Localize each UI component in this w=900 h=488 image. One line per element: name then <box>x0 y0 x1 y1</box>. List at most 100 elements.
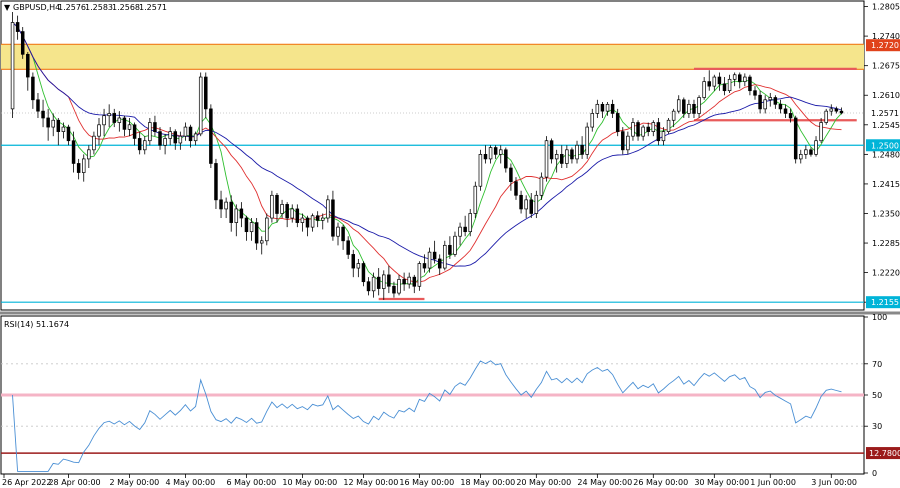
candle[interactable] <box>554 149 559 173</box>
candle[interactable] <box>819 117 823 143</box>
candle[interactable] <box>661 127 666 146</box>
candle[interactable] <box>727 74 732 93</box>
candle[interactable] <box>97 117 101 146</box>
candle[interactable] <box>61 122 66 139</box>
candle[interactable] <box>646 122 650 137</box>
candle[interactable] <box>524 195 528 219</box>
candle[interactable] <box>249 218 254 241</box>
candle[interactable] <box>26 52 30 91</box>
candle[interactable] <box>366 277 371 296</box>
candle[interactable] <box>743 73 747 87</box>
candle[interactable] <box>10 12 15 118</box>
candle[interactable] <box>15 15 20 40</box>
candle[interactable] <box>636 120 640 141</box>
candle[interactable] <box>799 149 803 164</box>
candle[interactable] <box>773 95 778 109</box>
candle[interactable] <box>81 154 86 182</box>
candle[interactable] <box>804 145 808 159</box>
candle[interactable] <box>722 77 727 96</box>
candle[interactable] <box>473 181 478 219</box>
candle[interactable] <box>483 145 488 164</box>
candle[interactable] <box>102 108 106 137</box>
candle[interactable] <box>387 265 391 294</box>
candle[interactable] <box>453 231 457 257</box>
candle[interactable] <box>122 115 127 137</box>
candle[interactable] <box>71 131 76 173</box>
candle[interactable] <box>392 281 396 298</box>
candle[interactable] <box>626 131 630 155</box>
candle[interactable] <box>671 108 676 128</box>
candle[interactable] <box>66 124 71 146</box>
candle[interactable] <box>732 72 737 87</box>
candle[interactable] <box>595 99 600 118</box>
candle[interactable] <box>427 247 432 273</box>
candle[interactable] <box>580 136 584 159</box>
candle[interactable] <box>132 122 137 146</box>
candle[interactable] <box>519 190 523 214</box>
candle[interactable] <box>310 213 315 232</box>
candle[interactable] <box>402 272 406 291</box>
candle[interactable] <box>198 72 203 137</box>
candle[interactable] <box>621 127 625 155</box>
candle[interactable] <box>361 261 366 287</box>
candle[interactable] <box>295 204 300 228</box>
candle[interactable] <box>336 222 340 246</box>
candle[interactable] <box>412 274 417 294</box>
candle[interactable] <box>158 127 162 150</box>
candle[interactable] <box>763 95 767 114</box>
candle[interactable] <box>92 131 96 155</box>
candle[interactable] <box>127 117 132 137</box>
candle[interactable] <box>534 190 539 219</box>
candle[interactable] <box>570 147 574 164</box>
candle[interactable] <box>153 115 157 137</box>
candle[interactable] <box>76 158 81 180</box>
candle[interactable] <box>478 149 483 191</box>
candle[interactable] <box>748 74 752 96</box>
candle[interactable] <box>351 249 356 278</box>
candle[interactable] <box>285 202 289 228</box>
candle[interactable] <box>539 172 544 200</box>
candle[interactable] <box>209 104 213 169</box>
candle[interactable] <box>305 215 310 237</box>
candle[interactable] <box>254 218 259 250</box>
candle[interactable] <box>666 117 671 134</box>
candle[interactable] <box>824 108 828 125</box>
candle[interactable] <box>702 77 706 100</box>
candle[interactable] <box>641 124 645 141</box>
candle[interactable] <box>707 70 711 91</box>
candle[interactable] <box>234 204 239 237</box>
candle[interactable] <box>326 195 330 223</box>
candle[interactable] <box>204 72 208 118</box>
candle[interactable] <box>346 236 350 259</box>
candle[interactable] <box>692 99 696 118</box>
candle[interactable] <box>839 107 844 115</box>
candle[interactable] <box>717 72 722 91</box>
candle[interactable] <box>137 131 142 155</box>
candle[interactable] <box>560 145 564 169</box>
dropdown-icon[interactable]: ▼ <box>4 3 11 12</box>
candle[interactable] <box>31 72 35 109</box>
candle[interactable] <box>265 213 269 246</box>
candle[interactable] <box>590 108 595 132</box>
candle[interactable] <box>544 136 549 182</box>
candle[interactable] <box>504 147 508 173</box>
candle[interactable] <box>600 102 605 118</box>
candle[interactable] <box>290 204 294 223</box>
candle[interactable] <box>753 86 757 100</box>
candle[interactable] <box>443 240 447 271</box>
candle[interactable] <box>259 236 264 255</box>
candle[interactable] <box>51 113 55 137</box>
candle[interactable] <box>229 195 233 232</box>
candle[interactable] <box>321 213 325 230</box>
candle[interactable] <box>712 74 717 91</box>
candle[interactable] <box>458 222 462 246</box>
candle[interactable] <box>687 99 691 118</box>
candle[interactable] <box>605 102 610 116</box>
candle[interactable] <box>651 120 656 137</box>
candle[interactable] <box>36 92 40 118</box>
candle[interactable] <box>371 272 376 298</box>
candle[interactable] <box>468 208 472 237</box>
candle[interactable] <box>219 190 223 219</box>
candle[interactable] <box>397 274 401 296</box>
